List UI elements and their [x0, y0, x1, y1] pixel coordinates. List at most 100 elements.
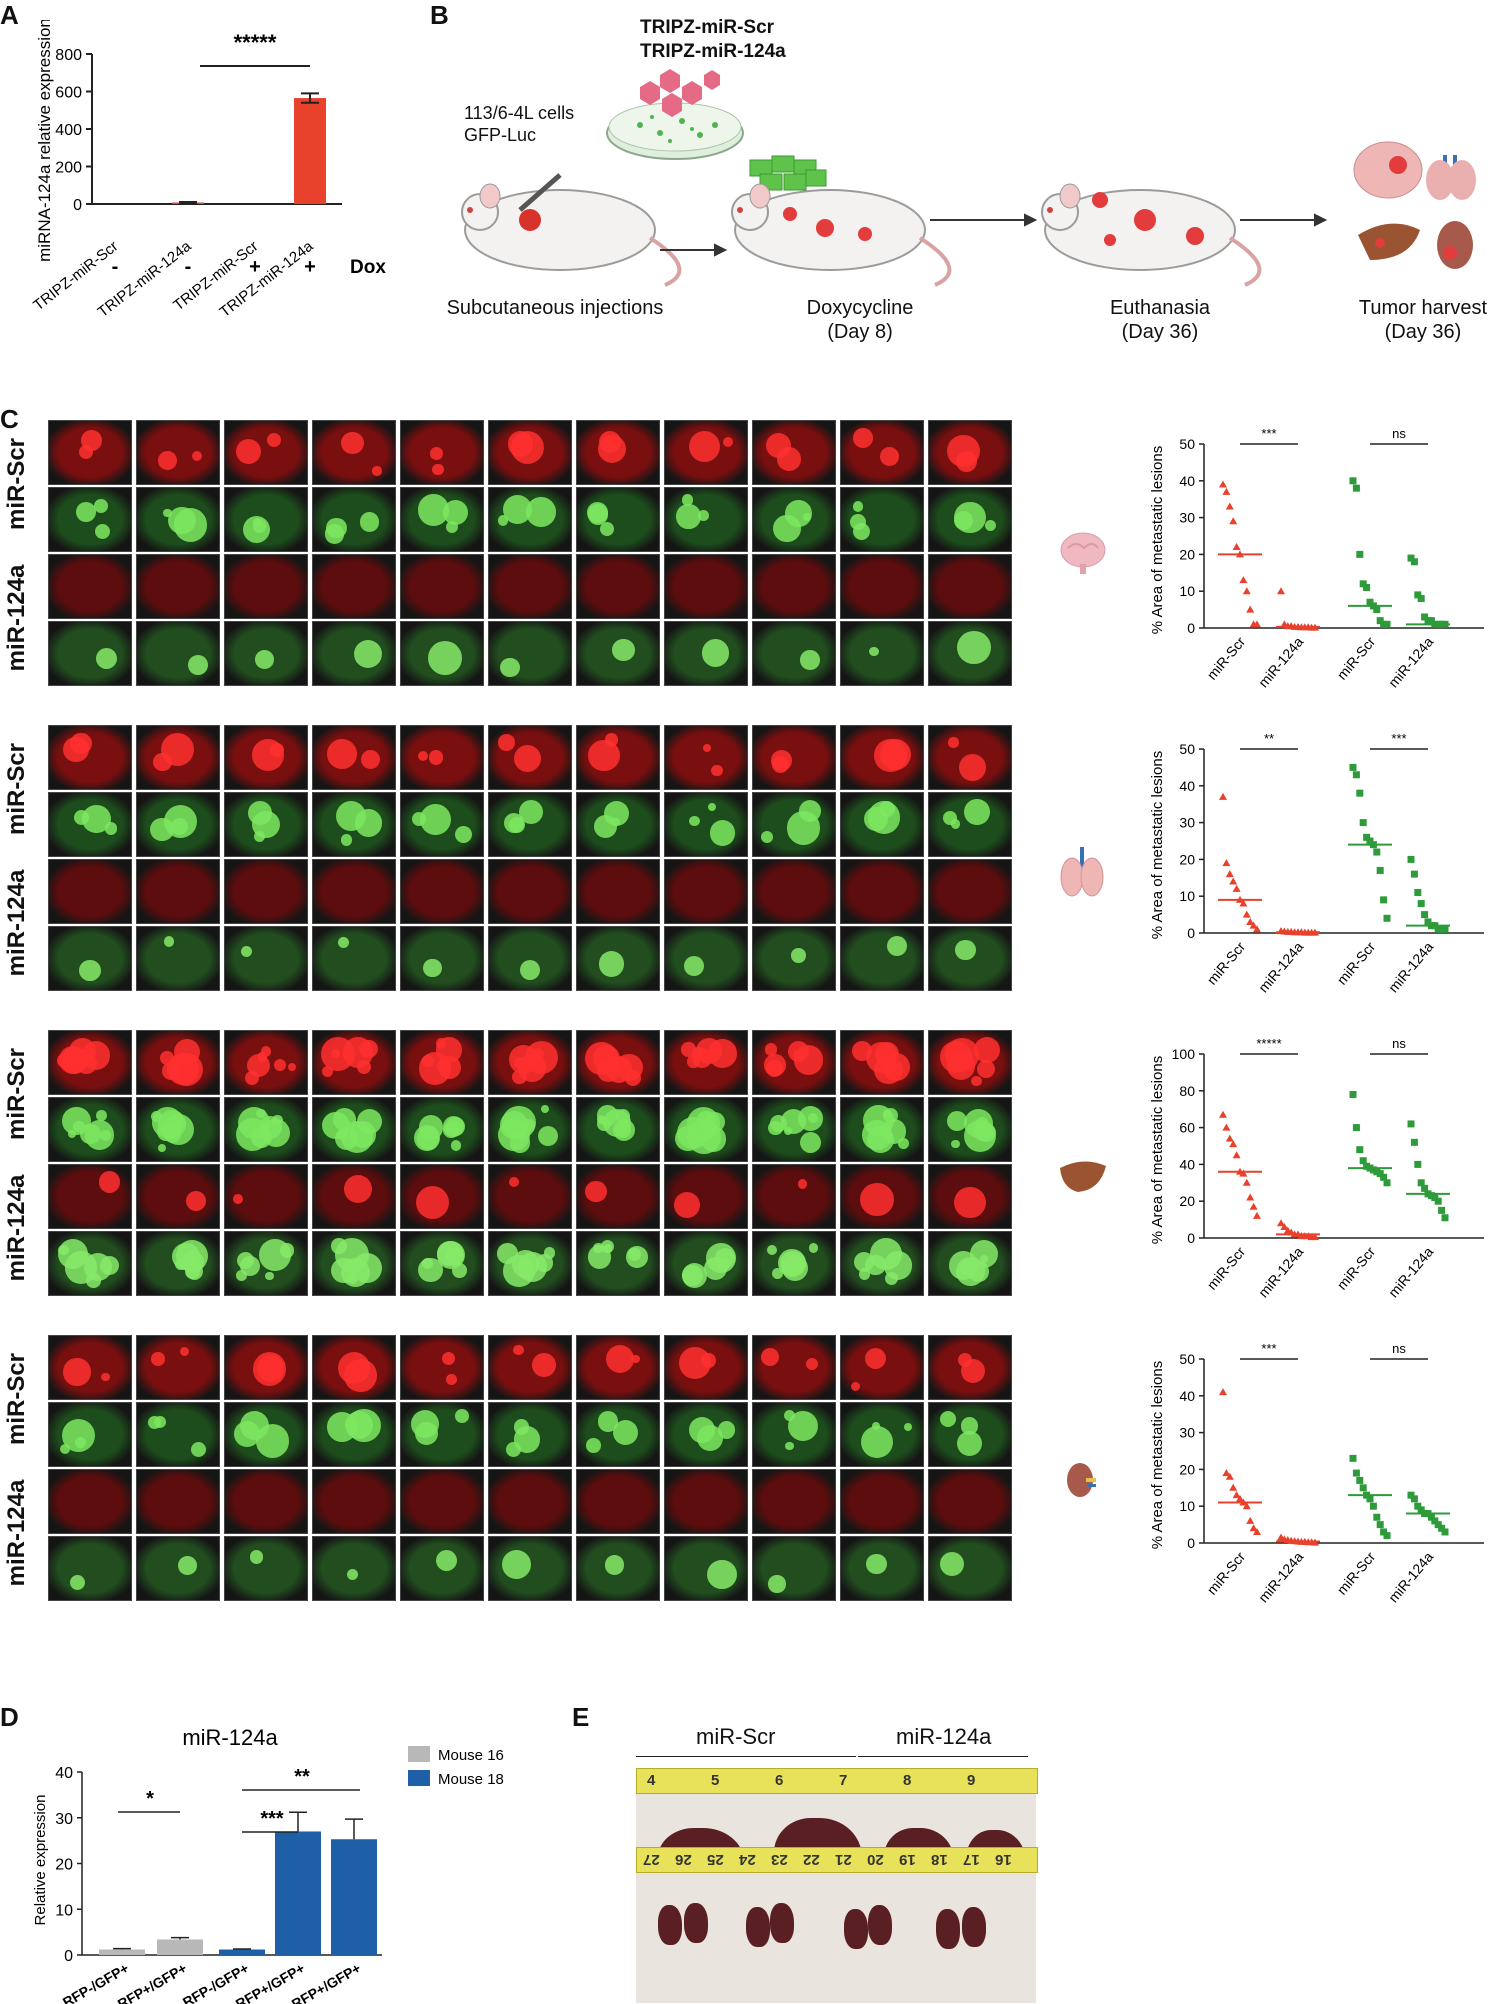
c-brain-tile	[224, 621, 308, 686]
c-point	[1229, 1140, 1238, 1148]
c-brain-tile	[136, 420, 220, 485]
c-point	[1253, 1527, 1261, 1535]
c-brain-tile	[928, 554, 1012, 619]
c-brain-tile	[752, 420, 836, 485]
d-bar	[157, 1939, 203, 1955]
c-point	[1410, 1495, 1418, 1503]
c-lung-tile	[664, 792, 748, 857]
c-lung-tile	[576, 792, 660, 857]
c-liver-tile	[48, 1164, 132, 1229]
c-kidney-row-label: miR-Scr	[3, 1352, 30, 1446]
c-liver-tile	[488, 1164, 572, 1229]
c-ytick: 100	[1172, 1046, 1196, 1062]
c-lung-tile	[400, 792, 484, 857]
c-point	[1225, 1134, 1234, 1142]
step-doxycycline: Doxycycline (Day 8)	[780, 296, 940, 344]
c-brain-tile	[48, 420, 132, 485]
c-lung-tile	[400, 926, 484, 991]
c-lung-tile	[576, 859, 660, 924]
c-kidney-tile	[224, 1335, 308, 1400]
c-liver-row-label: miR-Scr	[3, 1047, 30, 1141]
c-xtick: miR-124a	[1385, 1243, 1436, 1300]
c-point	[1356, 1146, 1364, 1154]
a-ytick: 600	[55, 85, 82, 102]
c-point	[1239, 1169, 1248, 1177]
kidney-icon	[1067, 1463, 1096, 1497]
c-kidney-tile	[576, 1536, 660, 1601]
c-kidney-tile	[312, 1402, 396, 1467]
c-sig-label: *****	[1256, 1036, 1281, 1051]
c-lung-tile	[928, 859, 1012, 924]
c-brain-tile	[840, 621, 924, 686]
c-ytick: 0	[1187, 925, 1195, 941]
c-brain-tile	[488, 621, 572, 686]
c-liver-tile	[840, 1030, 924, 1095]
c-point	[1356, 789, 1364, 797]
c-liver-tile	[928, 1231, 1012, 1296]
c-kidney-tile	[840, 1469, 924, 1534]
c-brain-tile	[312, 420, 396, 485]
c-liver-tile	[752, 1231, 836, 1296]
c-point	[1277, 1219, 1285, 1227]
c-ytick: 30	[1179, 510, 1195, 526]
step-euthanasia: Euthanasia (Day 36)	[1080, 296, 1240, 344]
c-ytick: 40	[1179, 778, 1195, 794]
c-brain-tile	[664, 420, 748, 485]
c-brain-tile	[752, 554, 836, 619]
c-lung-tile	[752, 926, 836, 991]
c-brain-tile	[136, 554, 220, 619]
c-brain-tile	[664, 621, 748, 686]
c-liver-tile	[664, 1030, 748, 1095]
c-lung-tile	[48, 725, 132, 790]
kidney-specimen	[658, 1905, 682, 1945]
c-kidney-tile	[400, 1335, 484, 1400]
c-kidney-tile	[752, 1469, 836, 1534]
c-point	[1407, 1120, 1415, 1128]
c-kidney-tile	[224, 1469, 308, 1534]
c-liver-tile	[224, 1231, 308, 1296]
c-liver-tile	[752, 1164, 836, 1229]
c-liver-tile	[136, 1030, 220, 1095]
panel-a-ylabel: miRNA-124a relative expression	[35, 20, 54, 262]
c-xtick: miR-124a	[1255, 1548, 1306, 1605]
c-point	[1352, 1124, 1360, 1132]
c-xtick: miR-Scr	[1334, 633, 1379, 682]
c-point	[1232, 884, 1241, 892]
c-lung-tile	[576, 926, 660, 991]
ruler-mark: 8	[903, 1772, 912, 1789]
panel-d-title: miR-124a	[182, 1725, 278, 1750]
c-point	[1417, 595, 1425, 603]
ruler-mark: 24	[739, 1851, 756, 1868]
c-kidney-tile	[312, 1469, 396, 1534]
ruler-mark: 23	[771, 1851, 788, 1868]
c-brain-tile	[312, 554, 396, 619]
c-sig-label: ***	[1261, 1341, 1276, 1356]
c-ytick: 50	[1179, 741, 1195, 757]
c-point	[1222, 1123, 1231, 1131]
panel-a-significance: *****	[234, 30, 277, 55]
c-ytick: 40	[1179, 1388, 1195, 1404]
c-xtick: miR-124a	[1255, 1243, 1306, 1300]
step-doxycycline-label: Doxycycline	[806, 297, 914, 319]
panel-a-dox-4: +	[304, 256, 316, 278]
c-ytick: 20	[1179, 1193, 1195, 1209]
brain-icon	[1060, 532, 1106, 574]
c-ylabel: % Area of metastatic lesions	[1149, 1056, 1166, 1244]
c-point	[1246, 1516, 1255, 1524]
c-liver-tile	[48, 1097, 132, 1162]
ruler-mark: 22	[803, 1851, 820, 1868]
panel-letter-e: E	[572, 1702, 590, 1732]
ruler-mark: 21	[835, 1851, 852, 1868]
c-brain-tile	[752, 621, 836, 686]
group-label-124a: miR-124a	[896, 1724, 992, 1749]
c-point	[1407, 554, 1415, 562]
c-kidney-tile	[48, 1335, 132, 1400]
c-point	[1219, 1388, 1227, 1396]
panel-d-ylabel: Relative expression	[32, 1795, 49, 1926]
c-point	[1232, 543, 1241, 551]
kidney-specimen	[868, 1905, 892, 1945]
sig-d-1: *	[146, 1788, 154, 1810]
c-kidney-tile	[664, 1536, 748, 1601]
c-lung-tile	[488, 725, 572, 790]
c-point	[1431, 1194, 1439, 1202]
